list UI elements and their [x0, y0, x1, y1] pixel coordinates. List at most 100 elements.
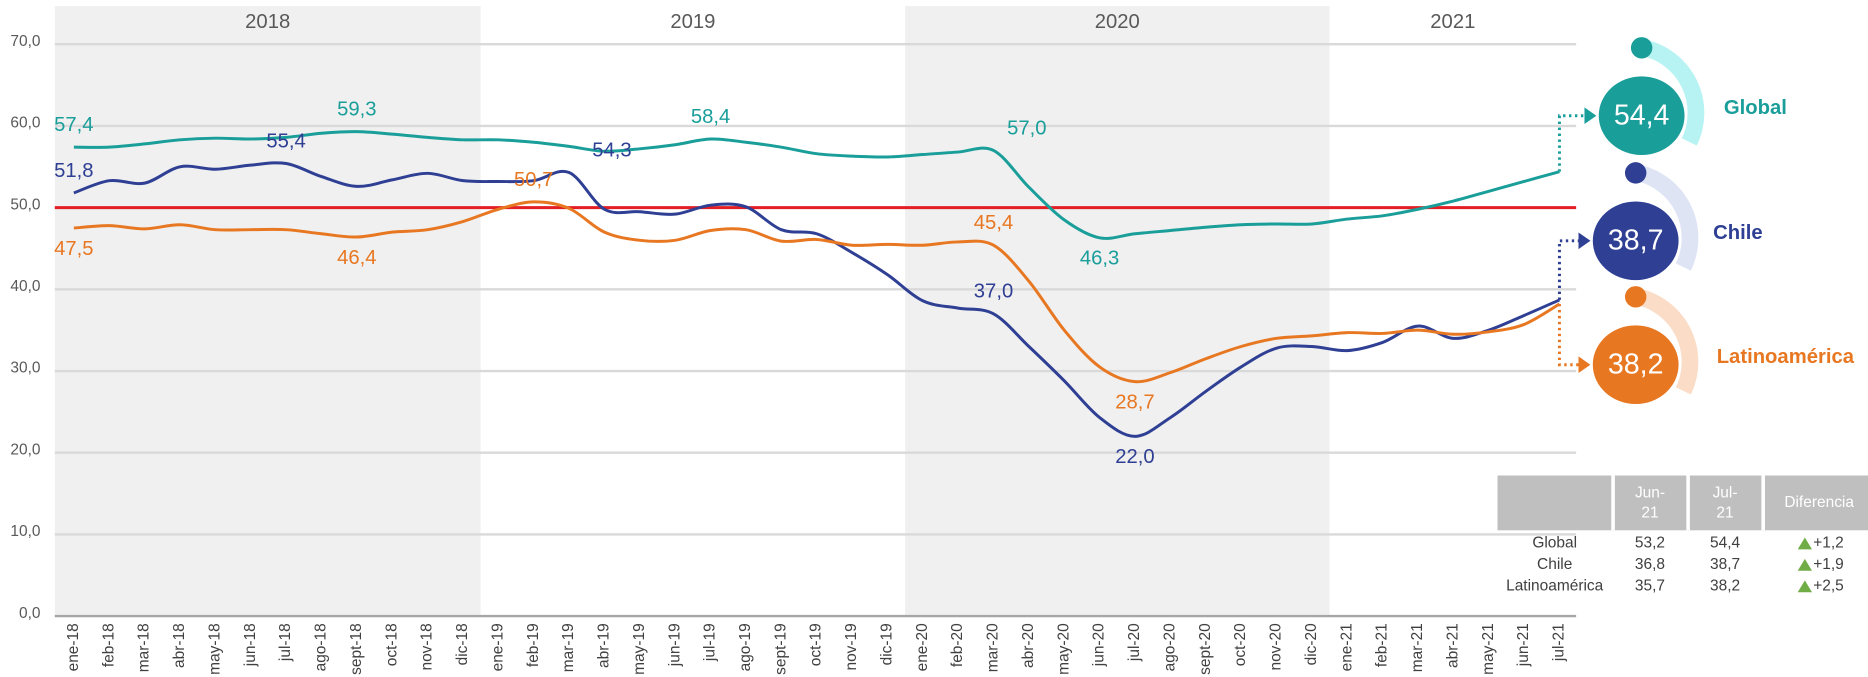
end-value: 54,4 — [1614, 99, 1670, 131]
x-tick-label: sept-19 — [772, 623, 789, 675]
header-part: Jul- — [1713, 484, 1738, 501]
table-header-cell: Jun- 21 — [1635, 484, 1665, 521]
x-tick-label: jul-19 — [702, 623, 719, 662]
header-part: 21 — [1641, 505, 1658, 522]
table-cell: +2,5 — [1813, 577, 1844, 594]
x-tick-label: dic-18 — [454, 623, 471, 665]
x-tick-label: oct-20 — [1232, 623, 1249, 666]
x-tick-label: mar-19 — [560, 623, 577, 672]
y-tick-label: 20,0 — [10, 441, 40, 458]
up-triangle — [1797, 580, 1813, 593]
x-tick-label: ago-19 — [737, 623, 754, 671]
x-tick-label: oct-19 — [808, 623, 825, 666]
bubble-arc — [1635, 288, 1699, 395]
x-tick-label: abr-21 — [1444, 623, 1461, 668]
table-cell: +1,2 — [1813, 535, 1844, 552]
y-tick-label: 50,0 — [10, 196, 40, 213]
x-tick-label: jul-21 — [1551, 623, 1568, 662]
table-header-cell: Jul- 21 — [1713, 484, 1738, 521]
x-tick-label: ene-20 — [914, 623, 931, 671]
x-tick-label: may-18 — [206, 623, 223, 675]
arrow-head — [1584, 107, 1597, 125]
table-header-cell: Diferencia — [1784, 494, 1854, 511]
data-label: 28,7 — [1115, 391, 1154, 413]
x-tick-label: feb-20 — [949, 623, 966, 667]
arrow-head — [1578, 232, 1591, 250]
year-label: 2019 — [670, 11, 715, 33]
table-cell: 54,4 — [1710, 535, 1741, 552]
x-tick-label: jun-20 — [1091, 623, 1108, 667]
x-tick-label: ago-20 — [1161, 623, 1178, 671]
table-cell: Chile — [1537, 556, 1572, 573]
connector — [1557, 114, 1585, 172]
connector — [1557, 239, 1579, 300]
x-tick-label: may-20 — [1055, 623, 1072, 675]
y-tick-label: 40,0 — [10, 278, 40, 295]
data-label: 58,4 — [691, 106, 730, 128]
year-band — [54, 6, 481, 617]
bubble-dot — [1624, 286, 1647, 308]
y-tick-label: 70,0 — [10, 33, 40, 50]
x-tick-label: jun-18 — [242, 623, 259, 667]
x-tick-label: sept-18 — [348, 623, 365, 675]
arrow-head — [1578, 356, 1591, 374]
data-label: 55,4 — [266, 130, 305, 152]
end-value: 38,2 — [1608, 348, 1664, 380]
data-label: 57,0 — [1007, 117, 1046, 139]
data-label: 47,5 — [54, 238, 93, 260]
up-triangle — [1797, 537, 1813, 550]
table-cell: +1,9 — [1813, 556, 1844, 573]
table-cell: 35,7 — [1635, 577, 1665, 594]
legend-label: Latinoamérica — [1717, 346, 1855, 368]
x-tick-label: nov-20 — [1268, 623, 1285, 670]
x-tick-label: may-19 — [631, 623, 648, 675]
header-part: Jun- — [1635, 484, 1665, 501]
year-band — [905, 6, 1330, 617]
table-cell: 53,2 — [1635, 535, 1665, 552]
x-tick-label: nov-19 — [843, 623, 860, 670]
series-line — [73, 161, 1561, 438]
x-tick-label: oct-18 — [383, 623, 400, 666]
up-triangle — [1797, 558, 1813, 571]
x-tick-label: may-21 — [1480, 623, 1497, 675]
x-tick-label: feb-21 — [1374, 623, 1391, 667]
data-label: 51,8 — [54, 160, 93, 182]
data-label: 22,0 — [1115, 446, 1154, 468]
table-header — [1497, 475, 1868, 531]
bubble-dot — [1630, 37, 1653, 59]
x-tick-label: mar-18 — [136, 623, 153, 672]
data-label: 45,4 — [974, 212, 1013, 234]
y-tick-label: 0,0 — [19, 605, 41, 622]
x-tick-label: feb-19 — [525, 623, 542, 667]
header-part: 21 — [1716, 505, 1733, 522]
x-tick-label: feb-18 — [100, 623, 117, 667]
y-tick-label: 30,0 — [10, 360, 40, 377]
x-tick-label: jul-18 — [277, 623, 294, 662]
bubble-arc — [1641, 39, 1705, 146]
x-tick-label: jul-20 — [1126, 623, 1143, 662]
year-label: 2021 — [1430, 11, 1475, 33]
table-cell: 36,8 — [1635, 556, 1665, 573]
connector — [1557, 304, 1579, 367]
end-bubble — [1592, 201, 1679, 281]
x-tick-label: ene-18 — [65, 623, 82, 671]
end-bubble — [1592, 325, 1679, 405]
data-label: 59,3 — [337, 99, 376, 121]
table-cell: Latinoamérica — [1506, 577, 1604, 594]
x-tick-label: ago-18 — [313, 623, 330, 671]
data-label: 57,4 — [54, 114, 93, 136]
x-tick-label: nov-18 — [419, 623, 436, 670]
year-label: 2018 — [245, 11, 290, 33]
series-line — [73, 130, 1560, 240]
legend-label: Chile — [1713, 222, 1763, 244]
y-tick-label: 10,0 — [10, 523, 40, 540]
series-line — [73, 200, 1561, 384]
bubble-arc — [1635, 164, 1699, 271]
x-tick-label: mar-21 — [1409, 623, 1426, 672]
x-tick-label: dic-19 — [878, 623, 895, 665]
end-value: 38,7 — [1608, 225, 1664, 257]
y-tick-label: 60,0 — [10, 115, 40, 132]
year-label: 2020 — [1095, 11, 1140, 33]
legend-label: Global — [1724, 97, 1787, 119]
